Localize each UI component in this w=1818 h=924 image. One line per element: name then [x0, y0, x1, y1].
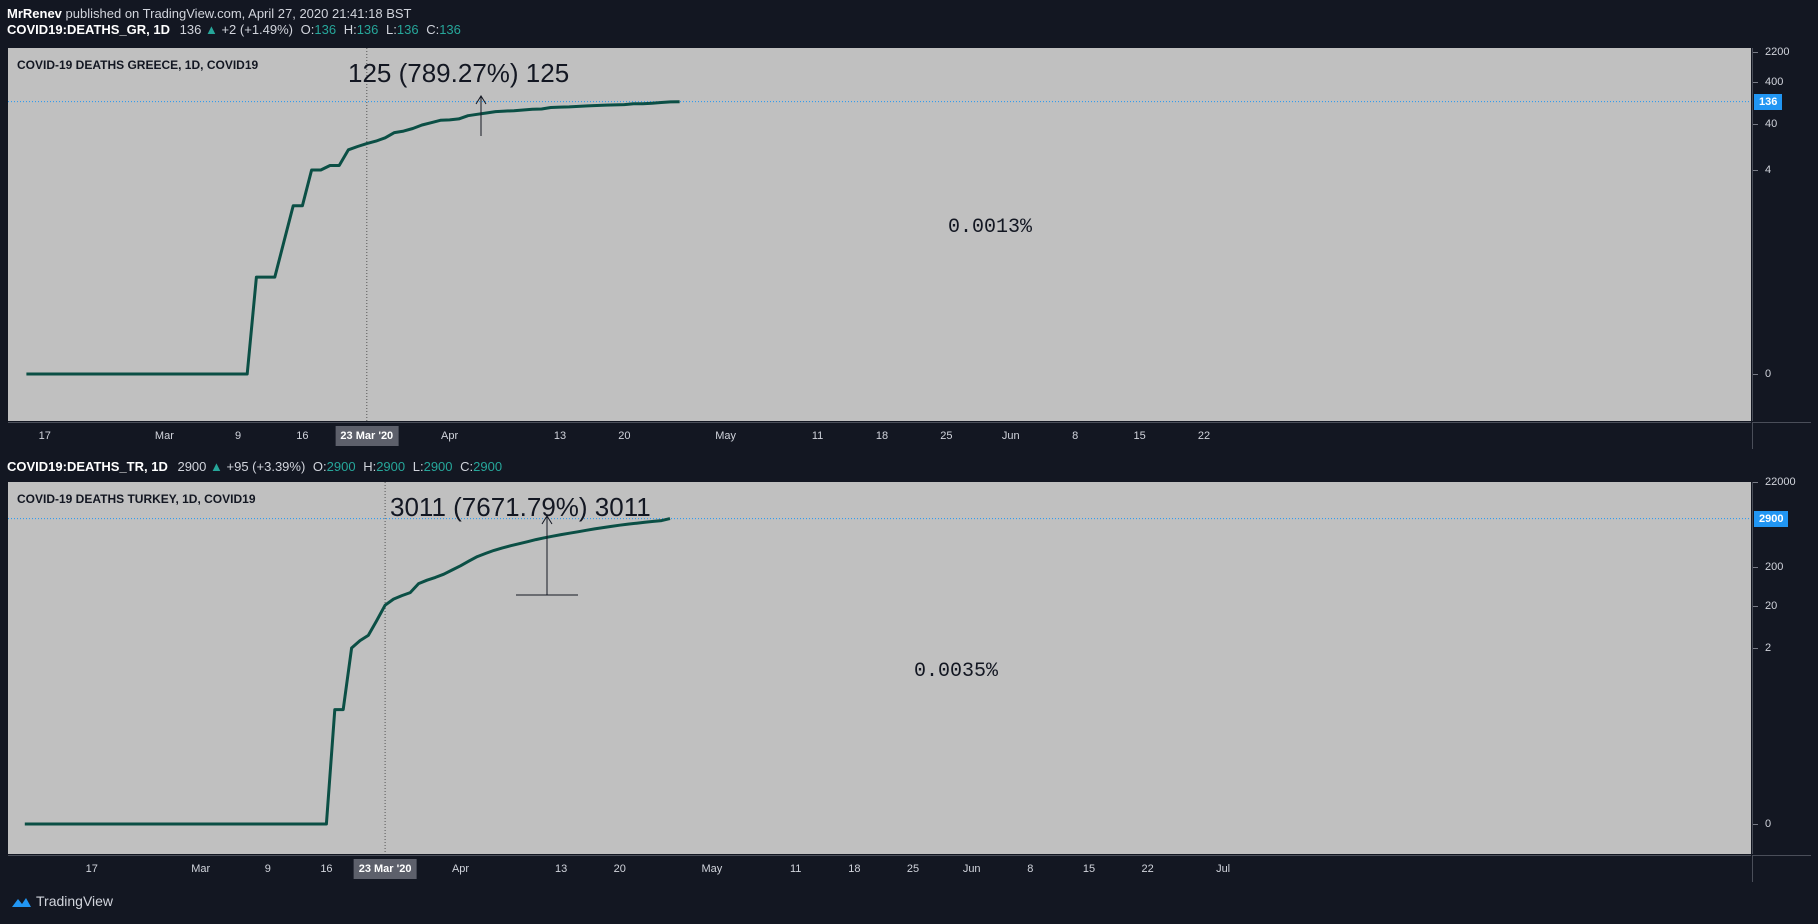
x-tick-label: Jun [962, 863, 981, 875]
x-tick-label: Mar [191, 863, 211, 875]
x-tick-label: 20 [613, 863, 626, 875]
current-value-tag: 136 [1754, 93, 1783, 110]
y-tick-label: 22000 [1753, 476, 1796, 488]
crosshair-date-tag: 23 Mar '20 [335, 426, 399, 446]
x-tick-label: Jun [1001, 430, 1020, 442]
measure-arrow-head [541, 515, 553, 525]
x-tick-label: 13 [553, 430, 567, 442]
x-tick-label: Mar [154, 430, 174, 442]
up-arrow-icon: ▲ [204, 22, 218, 37]
high-label: H: [343, 22, 357, 37]
open-value: 136 [314, 22, 337, 37]
change-value: +2 (+1.49%) [221, 22, 294, 37]
measure-annotation: 125 (789.27%) 125 [348, 58, 570, 88]
low-label: L: [412, 459, 424, 474]
close-value: 2900 [473, 459, 503, 474]
x-axis-turkey[interactable]: 17 Mar 9 16 Apr 13 20 May 11 18 25 Jun 8 15 22 Jul 23 Ma… [8, 855, 1751, 882]
x-tick-label: 20 [618, 430, 631, 442]
high-label: H: [363, 459, 377, 474]
author-name[interactable]: MrRenev [7, 6, 62, 21]
y-tick-label: 20 [1752, 600, 1778, 612]
low-label: L: [386, 22, 397, 37]
close-value: 136 [439, 22, 461, 37]
axis-corner [1752, 422, 1811, 449]
x-tick-label: 16 [296, 430, 309, 442]
x-tick-label: 13 [554, 863, 568, 875]
percent-label: 0.0013% [948, 216, 1033, 239]
open-label: O: [300, 22, 315, 37]
x-tick-label: 11 [790, 863, 802, 875]
symbol-legend-turkey: COVID19:DEATHS_TR, 1D 2900 ▲ +95 (+3.39%… [7, 459, 502, 474]
x-tick-label: Apr [451, 863, 470, 875]
low-value: 136 [396, 22, 419, 37]
x-tick-label: 8 [1072, 430, 1079, 442]
close-label: C: [460, 459, 474, 474]
x-tick-label: 9 [264, 863, 271, 875]
x-tick-label: Apr [441, 430, 459, 442]
y-axis-turkey[interactable]: 22000 200 20 2 0 2900 [1752, 476, 1811, 854]
y-tick-label: 2 [1752, 642, 1772, 654]
x-tick-label: 25 [940, 430, 953, 442]
footer-brand[interactable]: TradingView [8, 893, 113, 909]
symbol-name[interactable]: COVID19:DEATHS_GR, 1D [7, 22, 171, 37]
change-value: +95 (+3.39%) [226, 459, 306, 474]
x-tick-label: 22 [1197, 430, 1211, 442]
chart-panel-greece[interactable]: COVID-19 DEATHS GREECE, 1D, COVID19 125 … [8, 48, 1751, 421]
crosshair-date-tag: 23 Mar '20 [353, 859, 417, 879]
y-tick-label: 4 [1752, 164, 1772, 176]
chart-plot-turkey[interactable] [8, 482, 1751, 854]
x-tick-label: 9 [234, 430, 242, 442]
last-value: 136 [179, 22, 202, 37]
open-value: 2900 [326, 459, 356, 474]
x-axis-greece[interactable]: 17 Mar 9 16 Apr 13 20 May 11 18 25 Jun 8 15 22 23 Mar '… [8, 422, 1751, 449]
x-tick-label: May [715, 430, 736, 442]
measure-arrow-head [475, 95, 487, 105]
measure-annotation: 3011 (7671.79%) 3011 [390, 492, 651, 522]
symbol-name[interactable]: COVID19:DEATHS_TR, 1D [7, 459, 168, 474]
low-value: 2900 [423, 459, 453, 474]
x-tick-label: 15 [1133, 430, 1146, 442]
published-text: published on TradingView.com, April 27, … [65, 6, 412, 21]
x-tick-label: 11 [811, 430, 824, 442]
last-value: 2900 [177, 459, 207, 474]
y-tick-label: 0 [1752, 818, 1772, 830]
high-value: 136 [356, 22, 379, 37]
chart-plot-greece[interactable] [8, 48, 1751, 421]
open-label: O: [312, 459, 327, 474]
y-tick-label: 0 [1752, 368, 1772, 380]
x-tick-label: 15 [1082, 863, 1096, 875]
up-arrow-icon: ▲ [210, 459, 223, 474]
y-tick-label: 400 [1752, 76, 1784, 88]
series-line [24, 517, 671, 826]
x-tick-label: 25 [906, 863, 920, 875]
published-line: MrRenev published on TradingView.com, Ap… [7, 6, 411, 21]
high-value: 2900 [376, 459, 406, 474]
brand-label: TradingView [36, 893, 114, 909]
close-label: C: [426, 22, 440, 37]
x-tick-label: May [701, 863, 723, 875]
x-tick-label: 17 [85, 863, 98, 875]
x-tick-label: 17 [38, 430, 51, 442]
y-tick-label: 2200 [1752, 46, 1790, 58]
current-value-tag: 2900 [1754, 510, 1789, 527]
x-tick-label: 18 [875, 430, 889, 442]
y-axis-greece[interactable]: 2200 400 40 4 0 136 [1752, 46, 1811, 421]
axis-corner [1752, 855, 1811, 882]
chart-title: COVID-19 DEATHS GREECE, 1D, COVID19 [17, 58, 259, 72]
x-tick-label: 18 [848, 863, 861, 875]
x-tick-label: 22 [1141, 863, 1154, 875]
chart-panel-turkey[interactable]: COVID-19 DEATHS TURKEY, 1D, COVID19 3011… [8, 482, 1751, 854]
symbol-legend-greece: COVID19:DEATHS_GR, 1D 136 ▲ +2 (+1.49%) … [7, 22, 461, 37]
x-tick-label: Jul [1216, 863, 1231, 875]
series-line [26, 100, 680, 376]
percent-label: 0.0035% [914, 660, 999, 683]
x-tick-label: 16 [320, 863, 333, 875]
y-tick-label: 200 [1752, 561, 1784, 573]
y-tick-label: 40 [1752, 118, 1778, 130]
chart-title: COVID-19 DEATHS TURKEY, 1D, COVID19 [17, 492, 256, 506]
x-tick-label: 8 [1027, 863, 1034, 875]
tradingview-cloud-icon [12, 898, 31, 907]
